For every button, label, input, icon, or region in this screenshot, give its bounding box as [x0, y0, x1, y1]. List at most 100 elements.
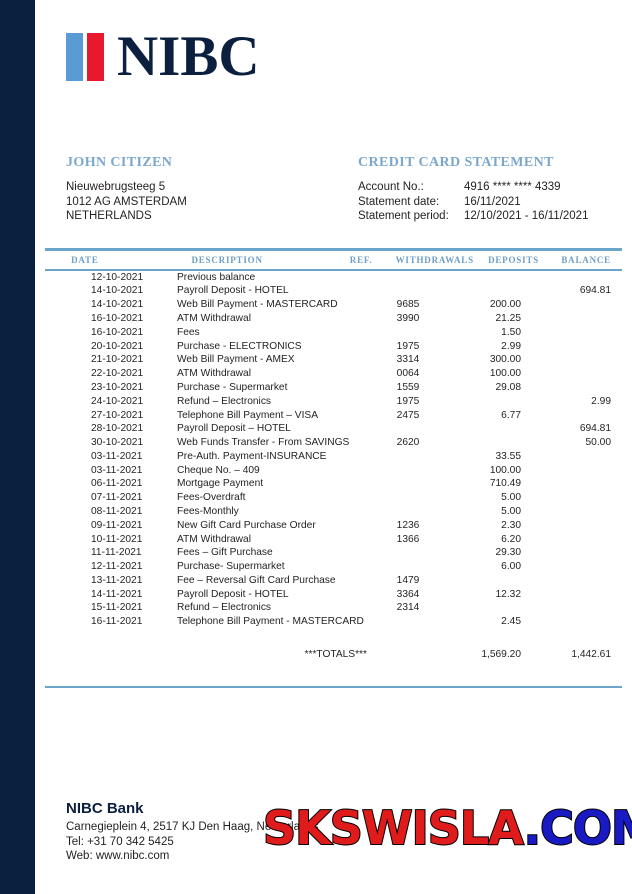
cell-balance: 321.00	[625, 588, 632, 602]
address-line-2: 1012 AG AMSTERDAM	[66, 195, 187, 208]
cell-balance: 236.00	[625, 574, 632, 588]
cell-balance: 781.02	[625, 436, 632, 450]
cell-ref: 1975	[396, 395, 420, 407]
cell-deposit	[539, 588, 625, 602]
cell-ref: 3990	[396, 313, 420, 325]
cell-withdrawal: 2.30	[501, 519, 521, 531]
cell-balance: 43.53	[625, 395, 632, 409]
cell-deposit	[539, 354, 625, 368]
cell-ref: 0064	[396, 368, 420, 380]
cell-ref	[377, 450, 439, 464]
cell-description: ATM Withdrawal	[177, 313, 251, 325]
cell-description: Purchase- Supermarket	[177, 561, 285, 573]
cell-withdrawal	[439, 436, 539, 450]
table-header-row: DATE DESCRIPTION REF. WITHDRAWALS DEPOSI…	[45, 251, 622, 269]
cell-ref: 1366	[396, 533, 420, 545]
table-row: 08-11-2021 Fees-Monthly 5.00 478.25	[45, 505, 632, 519]
table-row: 14-11-2021 Payroll Deposit - HOTEL 3364 12.…	[45, 588, 632, 602]
table-row: 16-10-2021 Fees 1.50 472.61	[45, 326, 632, 340]
footer-telephone: Tel: +31 70 342 5425	[66, 835, 174, 848]
transactions-table-wrap: DATE DESCRIPTION REF. WITHDRAWALS DEPOSI…	[45, 248, 622, 688]
cell-deposit	[539, 299, 625, 313]
cell-description: Web Bill Payment - MASTERCARD	[177, 299, 338, 311]
cell-date: 09-11-2021	[91, 519, 143, 531]
cell-balance: -62.47	[625, 478, 632, 492]
totals-row: ***TOTALS*** 1,569.20 1,442.61	[45, 649, 632, 663]
cell-date: 14-10-2021	[91, 285, 144, 297]
account-number-label: Account No.:	[358, 181, 424, 193]
customer-name: JOHN CITIZEN	[66, 155, 173, 170]
cell-ref: 1975	[396, 340, 420, 352]
footer-bank-name: NIBC Bank	[66, 800, 144, 817]
cell-description: Fee – Reversal Gift Card Purchase	[177, 574, 336, 586]
cell-ref: 1559	[396, 381, 420, 393]
column-header-ref: REF.	[349, 255, 373, 265]
watermark-blue-text: .COM	[523, 801, 632, 855]
cell-description: Purchase - ELECTRONICS	[177, 340, 302, 352]
cell-date: 15-11-2021	[91, 602, 143, 614]
table-row: 13-11-2021 Fee – Reversal Gift Card Purch…	[45, 574, 632, 588]
logo-red-bar	[87, 33, 104, 81]
cell-balance: 45.21	[625, 533, 632, 547]
table-row: 15-11-2021 Refund – Electronics 2314 30.21	[45, 602, 632, 616]
statement-title: CREDIT CARD STATEMENT	[358, 155, 554, 170]
cell-description: Purchase - Supermarket	[177, 381, 288, 393]
cell-deposit	[539, 367, 625, 381]
cell-description: Payroll Deposit – HOTEL	[177, 423, 291, 435]
cell-ref: 2620	[396, 437, 420, 449]
cell-description: Refund – Electronics	[177, 395, 272, 407]
cell-description: Web Funds Transfer - From SAVINGS	[177, 437, 350, 449]
cell-ref: 2475	[396, 409, 420, 421]
cell-date: 28-10-2021	[91, 423, 144, 435]
table-row: 28-10-2021 Payroll Deposit – HOTEL 694.81 7…	[45, 423, 632, 437]
table-row: 12-10-2021 Previous balance 0.55	[45, 271, 632, 285]
cell-balance: 365.12	[625, 616, 632, 630]
cell-date: 12-10-2021	[91, 271, 144, 283]
cell-date: 11-11-2021	[91, 547, 142, 559]
cell-withdrawal	[439, 423, 539, 437]
cell-balance: -62.47	[625, 464, 632, 478]
cell-date: 12-11-2021	[91, 561, 143, 573]
address-line-1: Nieuwebrugsteeg 5	[66, 181, 166, 193]
cell-date: 14-11-2021	[91, 588, 143, 600]
cell-deposit	[539, 464, 625, 478]
table-row: 27-10-2021 Telephone Bill Payment – VISA 2…	[45, 409, 632, 423]
cell-description: Telephone Bill Payment - MASTERCARD	[177, 616, 364, 628]
cell-ref: 3364	[396, 588, 420, 600]
cell-ref	[377, 423, 439, 437]
cell-deposit: 694.81	[579, 423, 611, 435]
cell-date: 08-11-2021	[91, 505, 143, 517]
cell-deposit	[539, 326, 625, 340]
cell-balance: 69.62	[625, 367, 632, 381]
cell-balance: 695.36	[625, 285, 632, 299]
table-row: 14-10-2021 Web Bill Payment - MASTERCARD 9…	[45, 299, 632, 313]
cell-date: 16-10-2021	[91, 326, 144, 338]
cell-deposit	[539, 616, 625, 630]
cell-balance: 789.32	[625, 519, 632, 533]
cell-description: ATM Withdrawal	[177, 368, 251, 380]
column-header-balance: BALANCE	[561, 255, 611, 265]
table-row: 14-10-2021 Payroll Deposit - HOTEL 694.81 6…	[45, 285, 632, 299]
cell-description: Fees – Gift Purchase	[177, 547, 273, 559]
cell-withdrawal	[439, 602, 539, 616]
footer-block: NIBC Bank Carnegieplein 4, 2517 KJ Den H…	[66, 800, 486, 864]
cell-deposit: 50.00	[585, 437, 612, 449]
cell-balance: 169.62	[625, 354, 632, 368]
cell-deposit	[539, 574, 625, 588]
logo-gap	[83, 33, 87, 81]
statement-period-label: Statement period:	[358, 210, 449, 222]
cell-description: ATM Withdrawal	[177, 533, 251, 545]
table-row: 30-10-2021 Web Funds Transfer - From SAVI…	[45, 436, 632, 450]
cell-ref	[377, 616, 439, 630]
statement-period-value: 12/10/2021 - 16/11/2021	[464, 210, 589, 222]
cell-deposit	[539, 547, 625, 561]
table-row: 12-11-2021 Purchase- Supermarket 6.00 145.2…	[45, 560, 632, 574]
column-header-deposits: DEPOSITS	[488, 255, 539, 265]
statement-date-label: Statement date:	[358, 195, 440, 208]
account-number-value: 4916 **** **** 4339	[464, 181, 561, 193]
cell-description: Refund – Electronics	[177, 602, 272, 614]
cell-withdrawal: 2.45	[501, 616, 521, 628]
cell-deposit	[539, 478, 625, 492]
cell-withdrawal: 2.99	[501, 340, 521, 352]
